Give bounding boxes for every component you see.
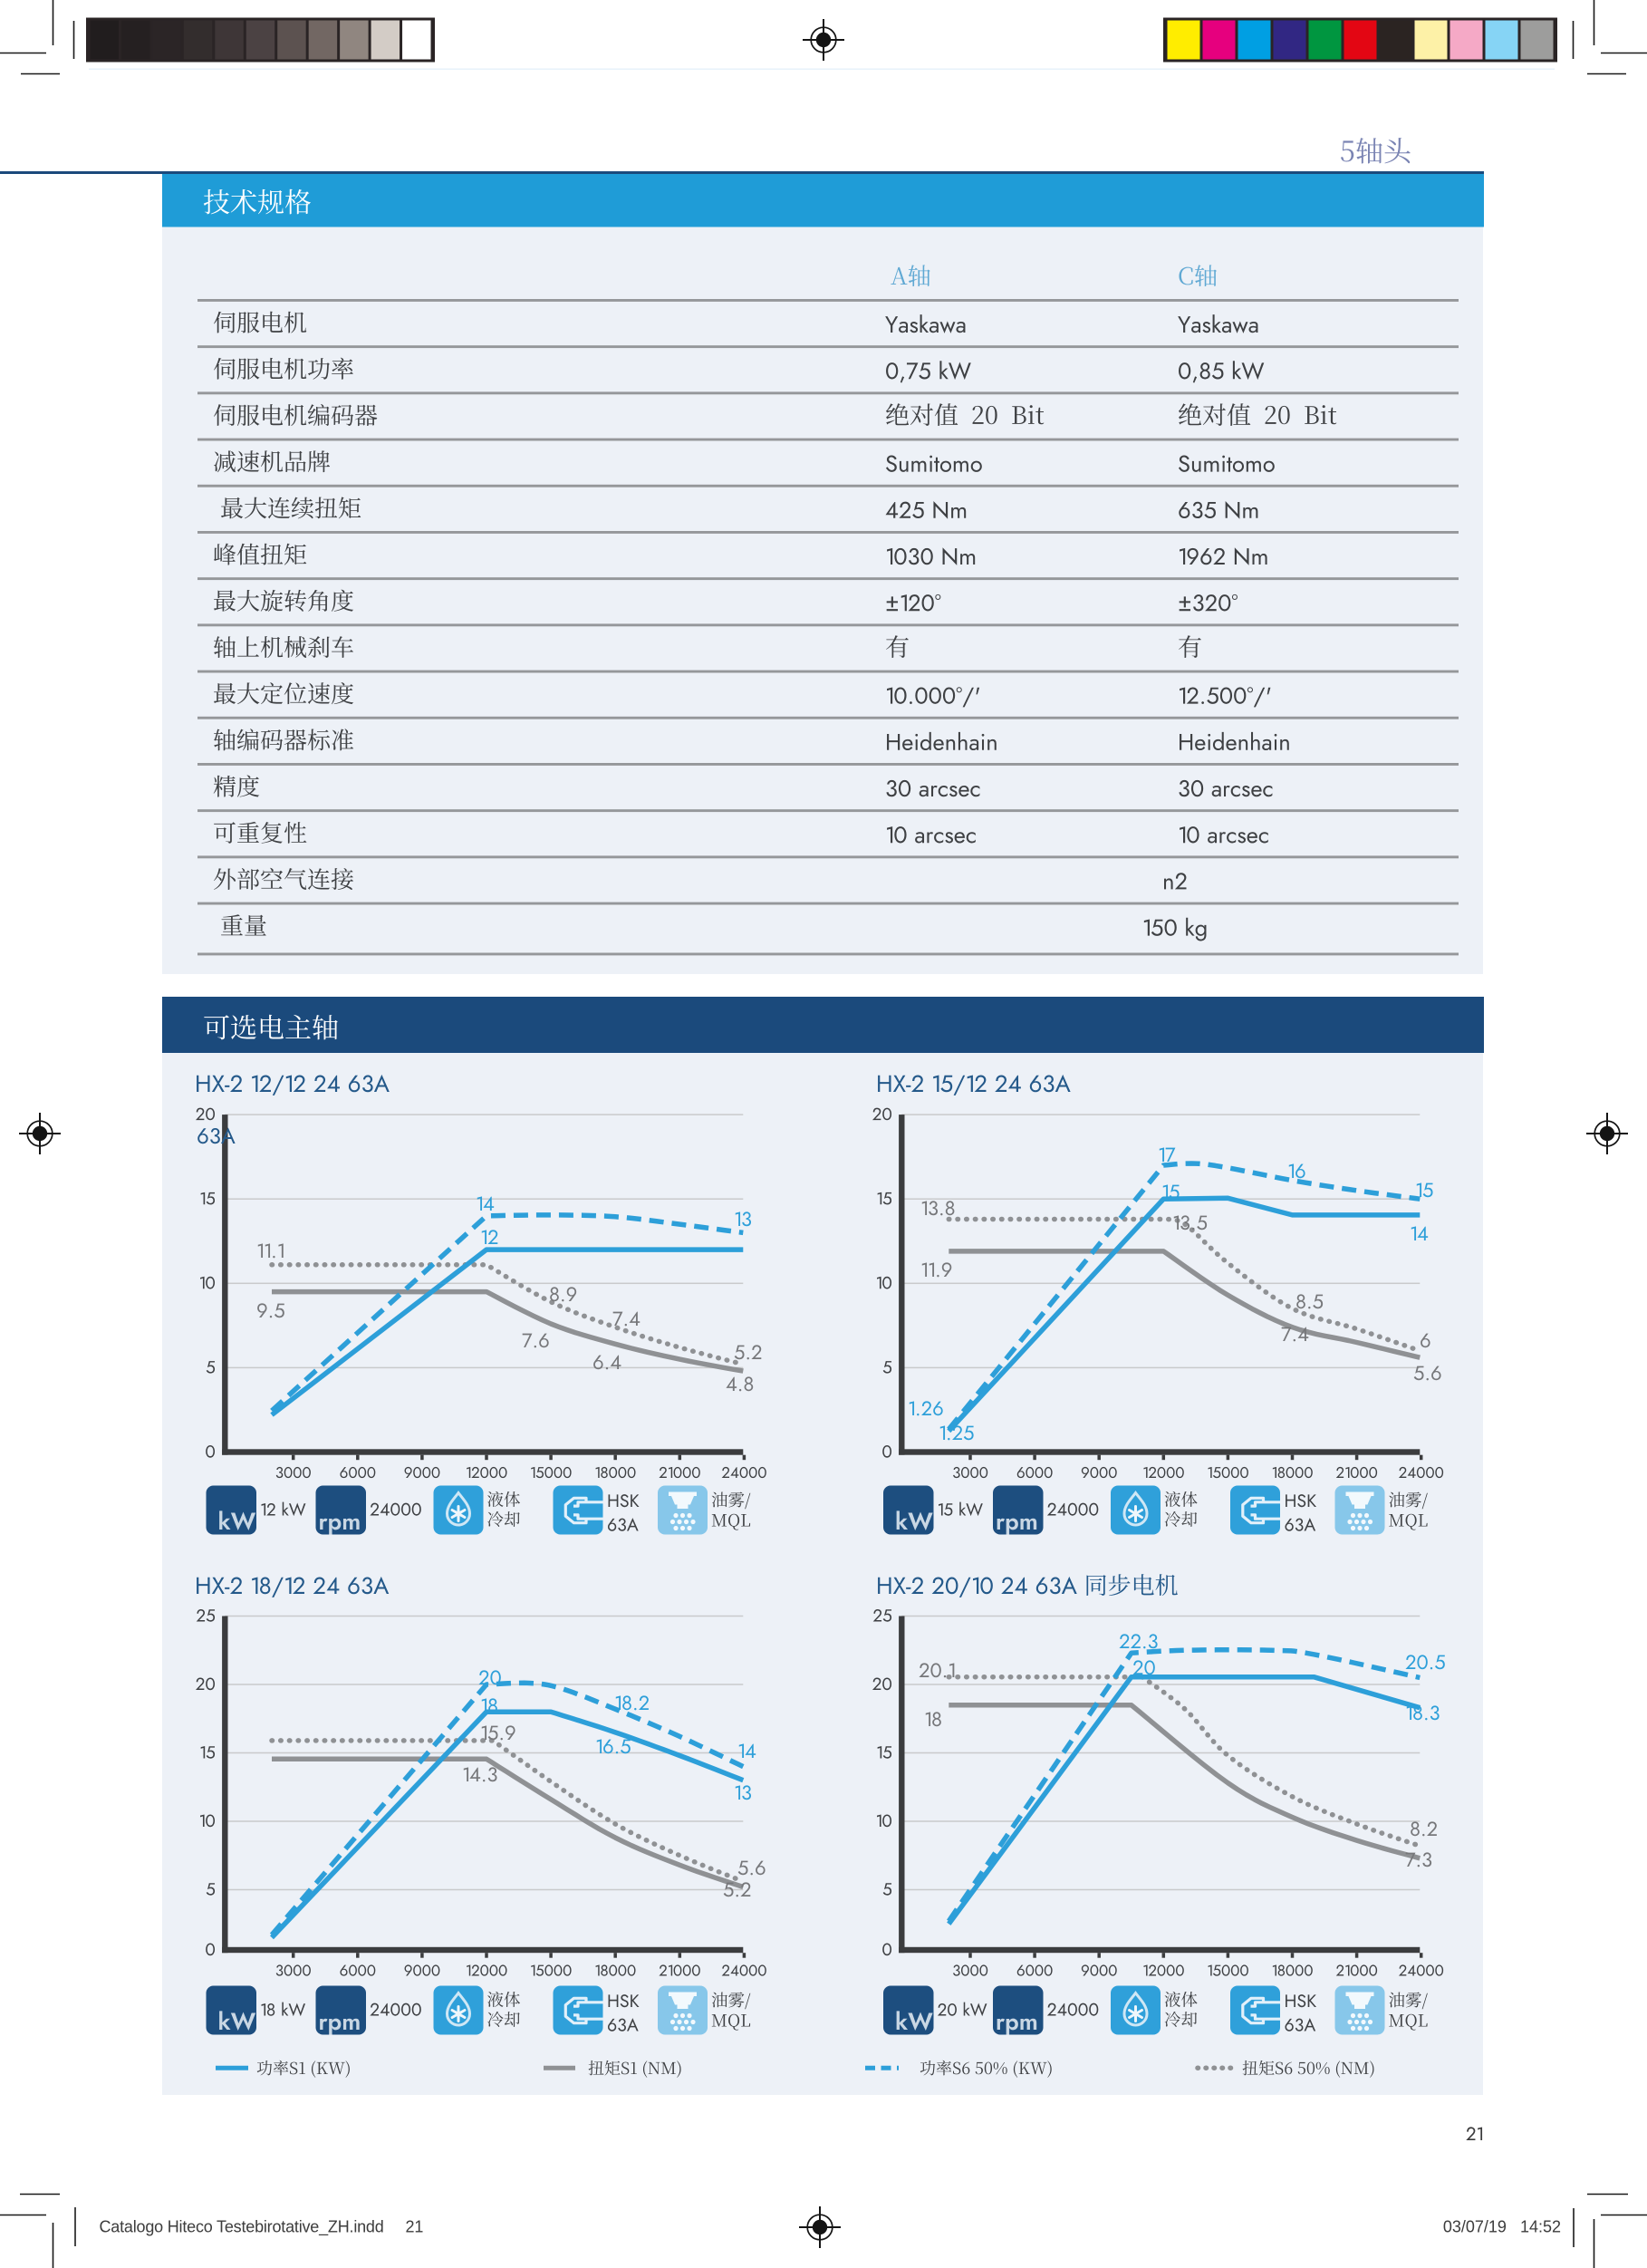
svg-text:Catalogo Hiteco Testebirotativ: Catalogo Hiteco Testebirotative_ZH.indd … (100, 2218, 424, 2237)
svg-text:03/07/19 14:52: 03/07/19 14:52 (1443, 2218, 1561, 2236)
